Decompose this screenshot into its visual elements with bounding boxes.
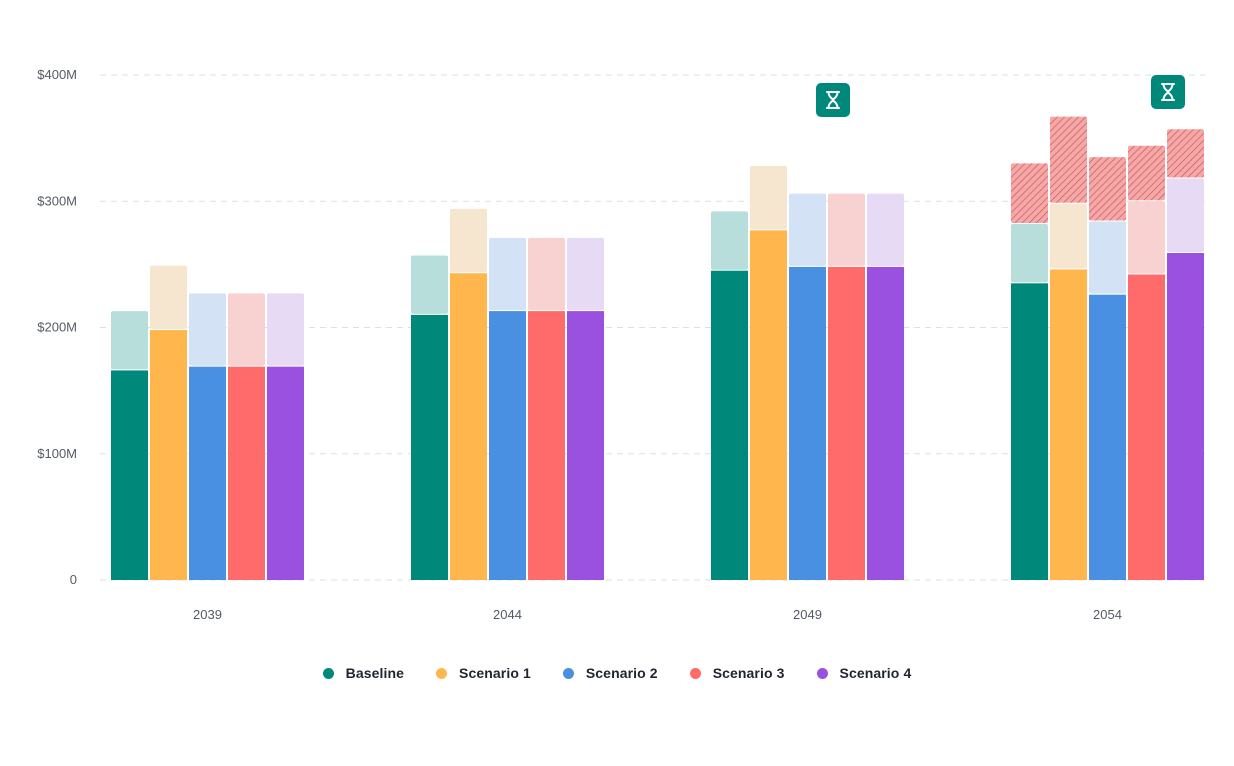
bar-scenario-1-2049-base[interactable] — [750, 230, 787, 580]
bar-scenario-1-2039-range[interactable] — [150, 265, 187, 330]
legend-label: Scenario 4 — [839, 665, 912, 681]
bar-group-2049 — [711, 165, 904, 580]
bar-scenario-4-2049-range[interactable] — [867, 193, 904, 266]
y-tick-label: $100M — [37, 446, 77, 461]
legend-item-scenario-2[interactable]: Scenario 2 — [562, 665, 658, 681]
legend-item-scenario-3[interactable]: Scenario 3 — [689, 665, 785, 681]
bar-chart: 0 $100M $200M $300M $400M 2039 2044 2049 2054 — [37, 67, 1205, 622]
bar-baseline-2054-range[interactable] — [1011, 223, 1048, 283]
x-tick-label: 2054 — [1093, 607, 1122, 622]
bar-scenario-4-2044-base[interactable] — [567, 311, 604, 580]
bar-group-2039 — [111, 265, 304, 580]
bar-baseline-2044-base[interactable] — [411, 314, 448, 580]
y-tick-label: $400M — [37, 67, 77, 82]
bar-scenario-2-2049-range[interactable] — [789, 193, 826, 266]
legend-dot — [562, 667, 574, 679]
bar-scenario-4-2054-risk[interactable] — [1167, 129, 1204, 178]
y-axis-ticks: 0 $100M $200M $300M $400M — [37, 67, 77, 587]
bar-group-2054 — [1011, 116, 1204, 580]
bar-scenario-1-2039-base[interactable] — [150, 330, 187, 580]
bar-scenario-3-2054-base[interactable] — [1128, 274, 1165, 580]
grid-lines — [100, 74, 1205, 581]
x-axis-ticks: 2039 2044 2049 2054 — [193, 607, 1122, 622]
bar-scenario-3-2039-base[interactable] — [228, 366, 265, 580]
bar-scenario-4-2049-base[interactable] — [867, 266, 904, 580]
bar-scenario-3-2039-range[interactable] — [228, 293, 265, 366]
bar-scenario-2-2039-base[interactable] — [189, 366, 226, 580]
legend-item-scenario-4[interactable]: Scenario 4 — [816, 665, 912, 681]
legend: Baseline Scenario 1 Scenario 2 Scenario 3 Sc… — [0, 660, 1234, 686]
bar-baseline-2054-base[interactable] — [1011, 283, 1048, 580]
bar-scenario-4-2039-range[interactable] — [267, 293, 304, 366]
bar-scenario-3-2044-range[interactable] — [528, 237, 565, 311]
legend-dot — [816, 667, 828, 679]
hourglass-icon[interactable] — [1151, 75, 1185, 109]
x-tick-label: 2044 — [493, 607, 522, 622]
hourglass-glyph — [826, 91, 840, 109]
bar-baseline-2039-range[interactable] — [111, 311, 148, 370]
hourglass-glyph — [1161, 83, 1175, 101]
x-tick-label: 2049 — [793, 607, 822, 622]
bar-scenario-1-2044-base[interactable] — [450, 273, 487, 580]
legend-label: Scenario 3 — [712, 665, 785, 681]
x-tick-label: 2039 — [193, 607, 222, 622]
bar-scenario-1-2054-risk[interactable] — [1050, 116, 1087, 203]
bar-scenario-2-2044-base[interactable] — [489, 311, 526, 580]
bar-scenario-2-2039-range[interactable] — [189, 293, 226, 366]
legend-label: Baseline — [345, 665, 405, 681]
bar-scenario-4-2054-base[interactable] — [1167, 253, 1204, 580]
bar-scenario-1-2049-range[interactable] — [750, 165, 787, 230]
y-tick-label: $200M — [37, 320, 77, 335]
bar-scenario-2-2054-base[interactable] — [1089, 294, 1126, 580]
bars — [111, 116, 1204, 580]
bar-scenario-4-2039-base[interactable] — [267, 366, 304, 580]
bar-group-2044 — [411, 208, 604, 580]
bar-baseline-2049-range[interactable] — [711, 211, 748, 270]
bar-baseline-2049-base[interactable] — [711, 270, 748, 580]
bar-scenario-3-2049-base[interactable] — [828, 266, 865, 580]
bar-scenario-3-2054-range[interactable] — [1128, 201, 1165, 274]
bar-scenario-4-2044-range[interactable] — [567, 237, 604, 311]
bar-scenario-1-2054-range[interactable] — [1050, 203, 1087, 269]
bar-scenario-3-2054-risk[interactable] — [1128, 145, 1165, 201]
legend-dot — [436, 667, 448, 679]
bar-scenario-2-2054-risk[interactable] — [1089, 157, 1126, 221]
bar-scenario-2-2054-range[interactable] — [1089, 221, 1126, 294]
bar-scenario-4-2054-range[interactable] — [1167, 178, 1204, 253]
legend-label: Scenario 2 — [585, 665, 658, 681]
y-tick-label: $300M — [37, 193, 77, 208]
legend-item-baseline[interactable]: Baseline — [322, 665, 405, 681]
bar-scenario-3-2049-range[interactable] — [828, 193, 865, 266]
legend-label: Scenario 1 — [459, 665, 531, 681]
bar-scenario-2-2049-base[interactable] — [789, 266, 826, 580]
bar-scenario-1-2054-base[interactable] — [1050, 269, 1087, 580]
legend-dot — [322, 667, 334, 679]
y-tick-label: 0 — [70, 572, 77, 587]
bar-baseline-2054-risk[interactable] — [1011, 163, 1048, 223]
markers — [816, 75, 1185, 117]
legend-item-scenario-1[interactable]: Scenario 1 — [436, 665, 531, 681]
hourglass-icon[interactable] — [816, 83, 850, 117]
bar-scenario-2-2044-range[interactable] — [489, 237, 526, 311]
bar-scenario-3-2044-base[interactable] — [528, 311, 565, 580]
bar-baseline-2039-base[interactable] — [111, 370, 148, 580]
chart-area: 0 $100M $200M $300M $400M 2039 2044 2049 2054 — [37, 67, 1205, 622]
bar-baseline-2044-range[interactable] — [411, 255, 448, 314]
legend-dot — [689, 667, 701, 679]
bar-scenario-1-2044-range[interactable] — [450, 208, 487, 273]
